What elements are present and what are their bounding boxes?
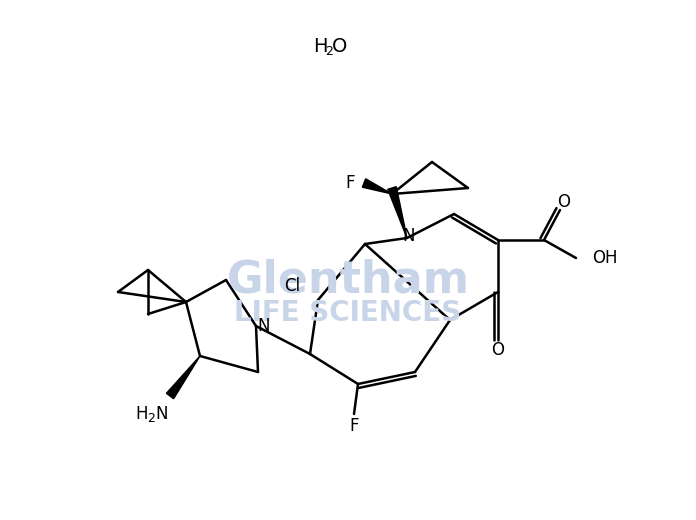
Polygon shape: [166, 356, 200, 399]
Text: O: O: [491, 341, 505, 359]
Text: H: H: [136, 405, 148, 423]
Text: Glentham: Glentham: [226, 258, 470, 302]
Polygon shape: [363, 179, 392, 194]
Text: N: N: [258, 317, 270, 335]
Text: F: F: [349, 417, 358, 435]
Text: N: N: [403, 227, 416, 245]
Text: F: F: [345, 174, 355, 192]
Polygon shape: [388, 187, 407, 238]
Text: OH: OH: [592, 249, 617, 267]
Text: N: N: [156, 405, 168, 423]
Text: LIFE SCIENCES: LIFE SCIENCES: [235, 299, 461, 327]
Text: O: O: [557, 193, 571, 211]
Text: O: O: [332, 36, 348, 56]
Text: Cl: Cl: [284, 277, 300, 295]
Text: 2: 2: [325, 45, 333, 58]
Text: 2: 2: [147, 412, 155, 425]
Text: H: H: [313, 36, 327, 56]
